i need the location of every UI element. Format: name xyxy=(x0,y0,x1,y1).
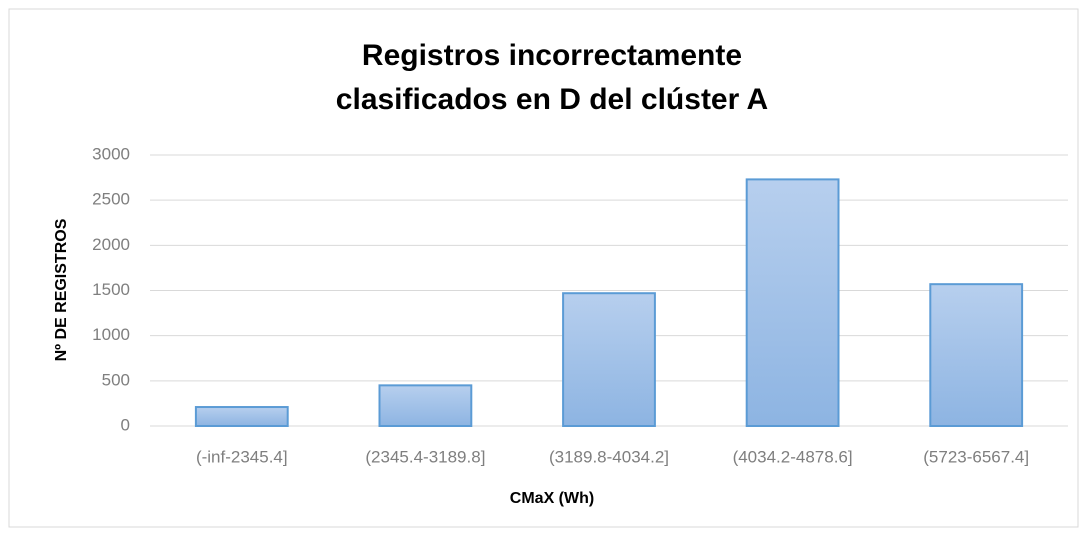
x-tick-label: (5723-6567.4] xyxy=(923,447,1029,466)
y-tick-label: 2500 xyxy=(92,190,130,209)
x-tick-label: (4034.2-4878.6] xyxy=(733,447,853,466)
x-tick-label: (-inf-2345.4] xyxy=(196,447,288,466)
y-tick-label: 500 xyxy=(102,370,130,389)
chart-border xyxy=(8,8,1079,528)
bar xyxy=(745,178,840,427)
y-axis-label: Nº DE REGISTROS xyxy=(53,218,70,361)
chart-title-line: Registros incorrectamente xyxy=(362,39,742,72)
bar xyxy=(194,406,289,427)
bar xyxy=(929,283,1024,427)
bar xyxy=(378,384,473,428)
x-axis-label: CMaX (Wh) xyxy=(510,490,594,507)
y-tick-label: 1000 xyxy=(92,325,130,344)
chart-title-line: clasificados en D del clúster A xyxy=(336,83,768,116)
bar xyxy=(562,292,656,427)
y-tick-label: 2000 xyxy=(92,235,130,254)
y-tick-label: 3000 xyxy=(92,144,130,163)
x-tick-label: (2345.4-3189.8] xyxy=(365,447,485,466)
y-tick-label: 1500 xyxy=(92,280,130,299)
x-tick-label: (3189.8-4034.2] xyxy=(549,447,669,466)
y-tick-label: 0 xyxy=(121,415,130,434)
